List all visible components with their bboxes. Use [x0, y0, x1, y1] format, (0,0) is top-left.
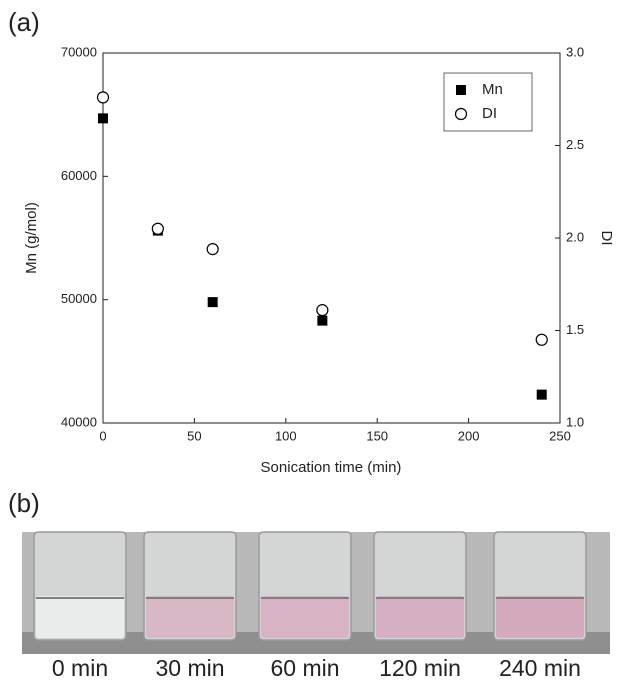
legend-label: Mn [482, 81, 503, 98]
vial-label: 120 min [379, 655, 461, 681]
y-tick-label: 70000 [61, 44, 97, 59]
vial-liquid [496, 596, 584, 638]
x-tick-label: 250 [549, 428, 571, 443]
point [206, 243, 219, 256]
vial-liquid [146, 596, 234, 638]
legend-marker [456, 85, 466, 95]
panel-label: (b) [8, 488, 40, 518]
y2-tick-label: 2.0 [566, 229, 584, 244]
x-tick-label: 0 [99, 428, 106, 443]
vial-liquid [261, 596, 349, 638]
x-axis-label: Sonication time (min) [261, 459, 402, 476]
y-tick-label: 60000 [61, 168, 97, 183]
vial-label: 240 min [499, 655, 581, 681]
vial-liquid [36, 596, 124, 638]
x-tick-label: 150 [366, 428, 388, 443]
point [317, 315, 328, 326]
vial-label: 30 min [155, 655, 224, 681]
x-tick-label: 200 [458, 428, 480, 443]
point [536, 389, 547, 400]
point [151, 222, 164, 235]
point [535, 333, 548, 346]
panel-label: (a) [8, 7, 40, 37]
vial-liquid [376, 596, 464, 638]
y2-tick-label: 2.5 [566, 137, 584, 152]
legend-box [443, 72, 533, 132]
legend-label: DI [482, 105, 497, 122]
y-axis-label: Mn (g/mol) [23, 202, 40, 274]
vial-label: 0 min [52, 655, 108, 681]
point [316, 304, 329, 317]
x-tick-label: 100 [275, 428, 297, 443]
y2-tick-label: 3.0 [566, 44, 584, 59]
vial-label: 60 min [270, 655, 339, 681]
y-tick-label: 40000 [61, 414, 97, 429]
point [96, 91, 110, 104]
vials [33, 531, 587, 641]
y2-axis-label: DI [598, 231, 615, 246]
x-tick-label: 50 [187, 428, 201, 443]
legend-marker [454, 107, 468, 121]
y-tick-label: 50000 [61, 291, 97, 306]
y2-tick-label: 1.5 [566, 322, 584, 337]
point [98, 113, 108, 124]
point [207, 297, 218, 308]
y2-tick-label: 1.0 [566, 414, 584, 429]
